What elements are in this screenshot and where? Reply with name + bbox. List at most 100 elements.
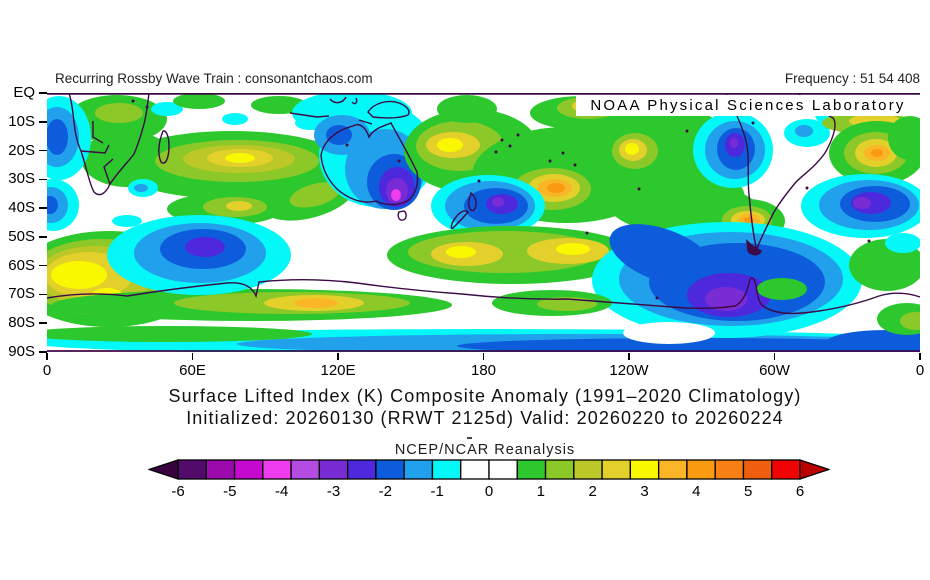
map-blob (47, 326, 312, 342)
island-dot (516, 133, 520, 137)
map-blob (326, 125, 352, 145)
y-axis-label: 20S (8, 141, 35, 159)
y-axis-label: 50S (8, 227, 35, 245)
colorbar-cell (657, 459, 688, 480)
coastline-path (289, 112, 330, 118)
coastline-path (725, 93, 758, 252)
y-axis-tick (39, 236, 47, 238)
map-blob (47, 119, 68, 155)
colorbar-cell (516, 459, 547, 480)
x-axis-label: 0 (42, 362, 52, 379)
island-dot (500, 138, 504, 142)
colorbar-tick-label: 5 (743, 483, 753, 500)
colorbar-cell (686, 459, 716, 480)
y-axis: EQ 10S 20S 30S 40S 50S 60S 70S 80S 90S (0, 84, 47, 360)
colorbar-tick-label: 6 (795, 483, 805, 500)
island-dot (585, 231, 589, 235)
island-dot (867, 239, 871, 243)
y-axis-tick (39, 293, 47, 296)
island-dot (477, 179, 481, 183)
island-dot (655, 296, 659, 300)
colorbar-cell (742, 459, 773, 480)
colorbar-cell (431, 459, 462, 480)
colorbar-cell (205, 459, 236, 480)
colorbar-cell (460, 459, 490, 480)
map-blob (222, 113, 248, 125)
y-axis-label: 90S (8, 343, 35, 360)
map-blob (185, 237, 225, 257)
colorbar-tick-label: -1 (430, 483, 444, 500)
colorbar-tick-labels: -6 -5 -4 -3 -2 -1 0 1 2 3 4 5 6 (148, 483, 830, 501)
map-blob (730, 138, 738, 148)
x-axis-label: 0 (915, 362, 925, 379)
map-blob (623, 322, 715, 344)
colorbar-cell (262, 459, 292, 480)
x-axis-tick (46, 353, 48, 360)
map-blob (437, 95, 497, 123)
x-axis-label: 60E (179, 362, 206, 379)
y-axis-tick (39, 120, 47, 123)
map-blob (609, 224, 715, 286)
map-blob (888, 116, 920, 160)
frequency-text: Frequency : 51 54 408 (784, 71, 920, 86)
colorbar-cell (488, 459, 518, 480)
map-blob (871, 149, 883, 157)
x-axis-label: 60W (759, 362, 790, 379)
map-blob (289, 182, 341, 208)
colorbar-tick-label: 0 (484, 483, 494, 500)
colorbar-cell (290, 459, 321, 480)
colorbar-arrow-right (799, 459, 831, 480)
title-line-1: Surface Lifted Index (K) Composite Anoma… (168, 386, 802, 406)
y-axis-label: 60S (8, 256, 35, 274)
colorbar-cell (573, 459, 603, 480)
coastline-path (397, 210, 407, 221)
map-blob (437, 138, 463, 152)
island-dot (145, 105, 149, 109)
colorbar-svg (147, 459, 831, 480)
colorbar-tick-label: -4 (274, 483, 289, 500)
colorbar-cell (771, 459, 801, 480)
coastline-path (103, 158, 114, 185)
colorbar-tick-label: 1 (536, 483, 545, 500)
y-axis-label: 70S (8, 285, 35, 303)
colorbar-cell (601, 459, 632, 480)
colorbar-cell (346, 459, 377, 480)
y-axis-label: EQ (13, 84, 35, 101)
island-dot (345, 143, 349, 147)
island-dot (805, 186, 809, 190)
map-blob (225, 153, 255, 163)
map-blob (625, 143, 639, 155)
y-axis-tick (39, 92, 47, 94)
colorbar-tick-label: 3 (640, 483, 649, 500)
island-dot (548, 159, 552, 163)
x-axis-tick (482, 353, 485, 360)
y-axis-tick (39, 351, 47, 353)
y-axis-label: 10S (8, 112, 35, 130)
title-line-2: Initialized: 20260130 (RRWT 2125d) Valid… (186, 408, 784, 428)
island-dot (561, 151, 565, 155)
dataset-label: NCEP/NCAR Reanalysis (394, 442, 576, 458)
map-blob (226, 201, 252, 211)
colorbar-cell (177, 459, 207, 480)
island-dot (397, 159, 401, 163)
colorbar-cell (629, 459, 660, 480)
coastline-path (367, 100, 410, 119)
island-dot (494, 150, 498, 154)
map-blob (853, 197, 871, 209)
colorbar-tick-label: -2 (378, 483, 392, 500)
map-blob (827, 330, 920, 352)
y-axis-label: 40S (8, 199, 35, 217)
x-axis-label: 120E (320, 362, 356, 379)
map-blob (95, 103, 143, 123)
x-axis-tick (628, 353, 630, 360)
map-blob (47, 196, 58, 214)
map-blob (492, 197, 504, 207)
y-axis-tick (39, 322, 47, 325)
colorbar-cell (544, 459, 575, 480)
colorbar (147, 459, 831, 481)
coastline-path (158, 130, 170, 164)
y-axis-tick (39, 149, 47, 152)
plot-artifact-speck (467, 437, 472, 439)
map-blob (446, 246, 476, 258)
colorbar-cell (318, 459, 349, 480)
